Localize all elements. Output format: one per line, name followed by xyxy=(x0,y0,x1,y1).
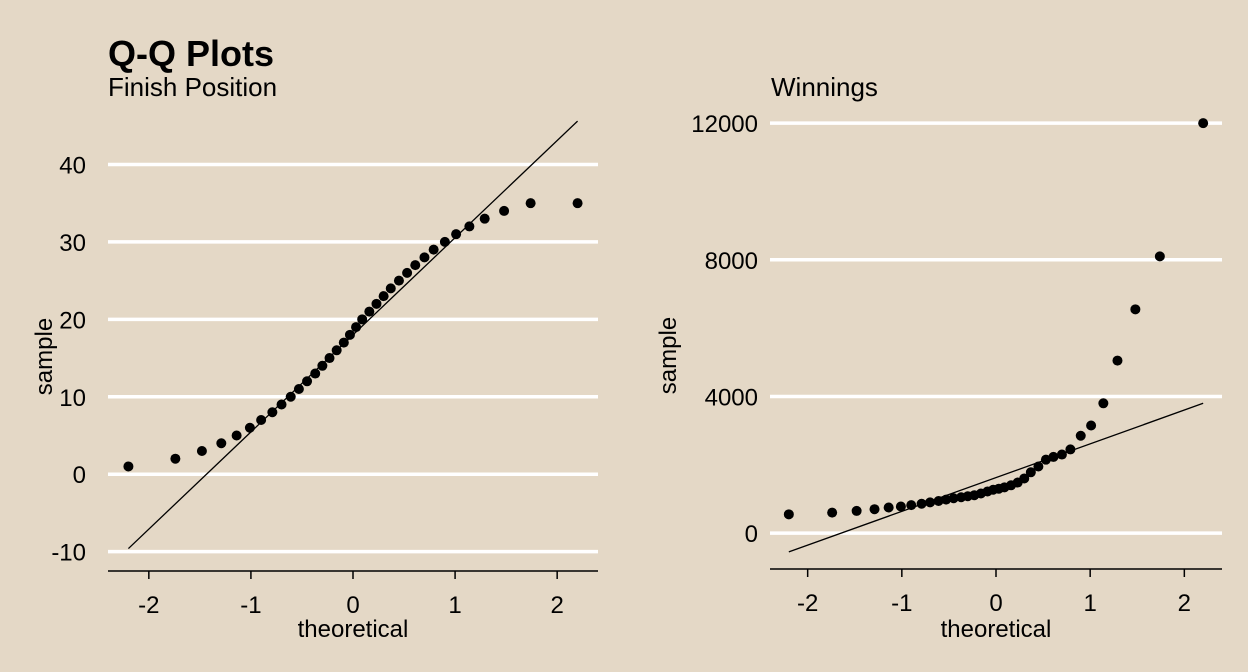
reference-line xyxy=(788,402,1204,553)
x-tick-label: 2 xyxy=(1178,590,1191,617)
data-point xyxy=(428,244,439,255)
x-tick-label: -2 xyxy=(797,590,818,617)
y-tick-label: -10 xyxy=(51,540,86,567)
y-tick-label: 40 xyxy=(59,152,86,179)
x-tick-label: -2 xyxy=(138,592,159,619)
y-axis-title: sample xyxy=(655,317,682,394)
panel-subtitle: Winnings xyxy=(771,72,878,102)
y-tick-label: 30 xyxy=(59,230,86,257)
data-point xyxy=(895,501,906,512)
data-point xyxy=(419,252,430,263)
data-point xyxy=(1130,304,1141,315)
data-point xyxy=(499,205,510,216)
data-point xyxy=(941,494,952,505)
data-point xyxy=(933,496,944,507)
winnings-panel: Winnings -2 -1 0 1 2 0 4000 8000 12000 theoretical… xyxy=(655,72,1222,643)
data-point xyxy=(385,283,396,294)
data-point xyxy=(948,493,959,504)
finish-position-panel: Finish Position-2 -1 0 1 2-10010203040theore… xyxy=(31,72,598,643)
data-point xyxy=(1040,454,1051,465)
x-tick-label: 0 xyxy=(989,590,1002,617)
data-point xyxy=(1075,430,1086,441)
data-point xyxy=(310,368,321,379)
data-point xyxy=(479,213,490,224)
x-axis-title: theoretical xyxy=(298,616,409,643)
data-point xyxy=(393,275,404,286)
data-point xyxy=(869,504,880,515)
data-point xyxy=(1019,473,1030,484)
data-point xyxy=(317,360,328,371)
data-point xyxy=(1098,398,1109,409)
data-point xyxy=(285,391,296,402)
data-point xyxy=(344,329,355,340)
data-point xyxy=(1025,467,1036,478)
data-point xyxy=(851,505,862,516)
y-tick-label: 8000 xyxy=(705,248,758,275)
data-point xyxy=(231,430,242,441)
data-point xyxy=(331,345,342,356)
y-tick-label: 10 xyxy=(59,385,86,412)
data-point xyxy=(783,509,794,520)
data-point xyxy=(827,507,838,518)
data-point xyxy=(916,498,927,509)
y-tick-label: 0 xyxy=(745,521,758,548)
data-point xyxy=(170,453,181,464)
data-point xyxy=(1086,420,1097,431)
panel-subtitle: Finish Position xyxy=(108,72,277,102)
data-point xyxy=(293,384,304,395)
data-point xyxy=(123,461,134,472)
y-tick-label: 12000 xyxy=(691,111,758,138)
data-point xyxy=(1198,118,1209,129)
data-point xyxy=(196,445,207,456)
x-axis-title: theoretical xyxy=(941,616,1052,643)
data-point xyxy=(883,502,894,513)
data-point xyxy=(525,198,536,209)
data-point xyxy=(371,298,382,309)
data-point xyxy=(402,267,413,278)
data-point xyxy=(572,198,583,209)
data-point xyxy=(1112,355,1123,366)
y-tick-label: 4000 xyxy=(705,384,758,411)
data-point xyxy=(338,337,349,348)
data-point xyxy=(464,221,475,232)
data-point xyxy=(324,353,335,364)
data-point xyxy=(451,229,462,240)
data-point xyxy=(244,422,255,433)
data-point xyxy=(216,438,227,449)
data-point xyxy=(906,500,917,511)
data-point xyxy=(256,415,267,425)
figure-title: Q-Q Plots xyxy=(108,33,274,74)
x-tick-label: -1 xyxy=(891,590,912,617)
data-point xyxy=(1154,251,1165,262)
y-axis-title: sample xyxy=(31,318,58,395)
data-point xyxy=(267,407,278,418)
data-point xyxy=(357,314,368,325)
x-tick-label: 1 xyxy=(1083,590,1096,617)
data-point xyxy=(1033,461,1044,472)
data-point xyxy=(1065,444,1076,455)
data-point xyxy=(364,306,375,317)
x-tick-label: 0 xyxy=(346,592,359,619)
data-point xyxy=(1056,449,1067,460)
data-point xyxy=(410,260,421,271)
data-point xyxy=(276,399,287,410)
data-point xyxy=(351,322,362,333)
x-tick-label: 2 xyxy=(550,592,563,619)
data-point xyxy=(378,291,389,302)
data-point xyxy=(925,497,936,508)
y-tick-label: 20 xyxy=(59,307,86,334)
x-tick-label: -1 xyxy=(240,592,261,619)
x-tick-label: 1 xyxy=(448,592,461,619)
y-tick-label: 0 xyxy=(73,462,86,489)
data-point xyxy=(439,236,450,247)
data-point xyxy=(1048,451,1059,462)
data-point xyxy=(302,376,313,387)
